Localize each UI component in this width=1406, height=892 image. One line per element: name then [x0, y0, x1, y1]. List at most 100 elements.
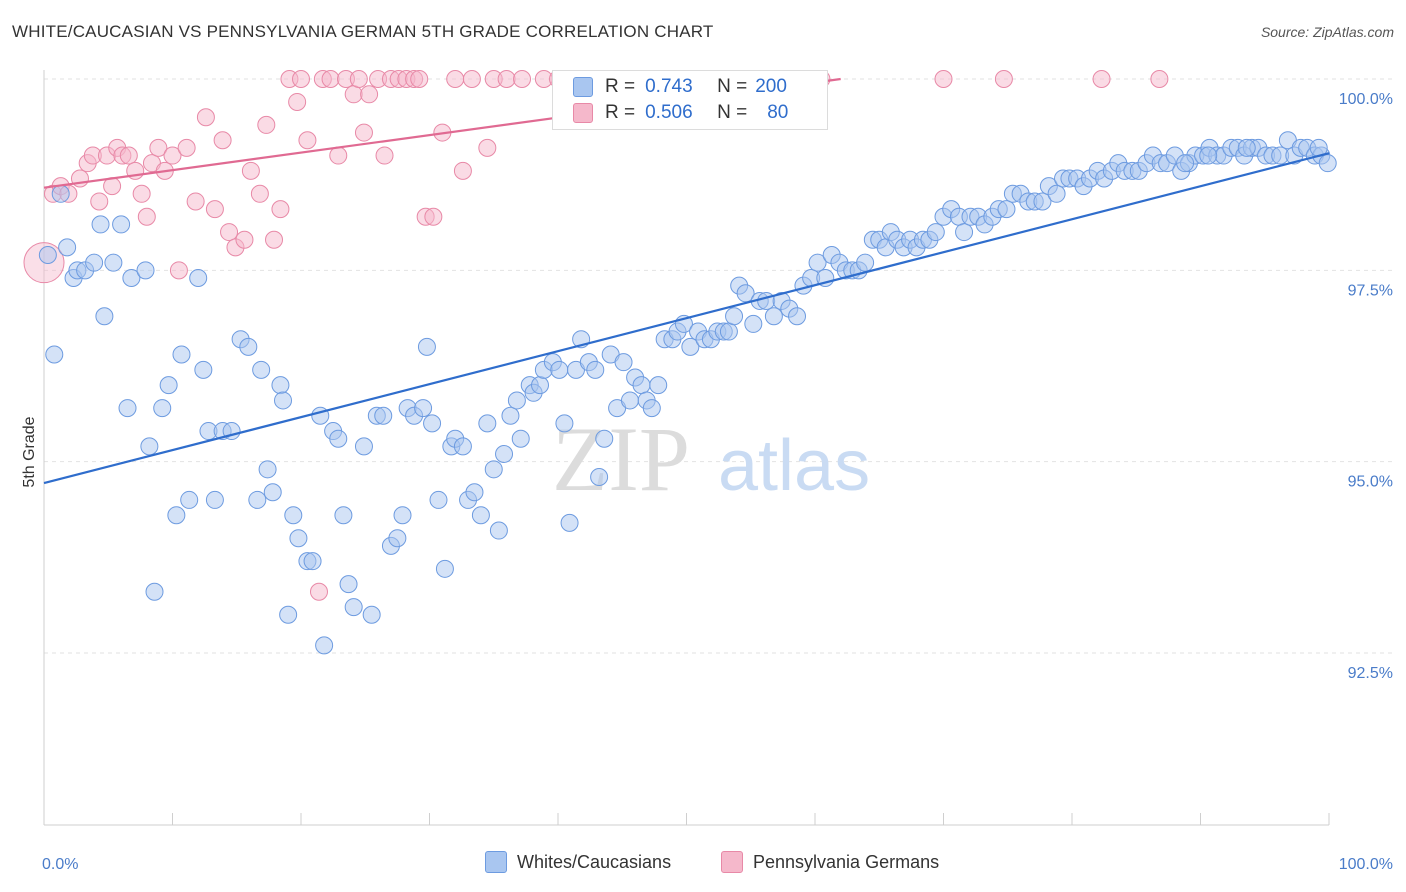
- whites-point-112: [744, 314, 763, 333]
- whites-point-59: [423, 414, 442, 433]
- whites-point-11: [112, 215, 131, 234]
- whites-point-10: [104, 253, 123, 272]
- pennsylvania-point-63: [513, 70, 532, 88]
- whites-point-80: [550, 360, 569, 379]
- whites-point-7: [85, 253, 104, 272]
- legend-label-whites: Whites/Caucasians: [517, 851, 672, 872]
- axes: [43, 70, 1330, 826]
- whites-point-97: [649, 376, 668, 395]
- pennsylvania-point-35: [288, 92, 307, 111]
- whites-point-36: [279, 605, 298, 624]
- legend-r-value: 0.506: [645, 102, 693, 123]
- whites-point-2: [51, 184, 70, 203]
- pennsylvania-point-29: [241, 161, 260, 180]
- source-label: Source: ZipAtlas.com: [1260, 24, 1394, 40]
- whites-point-87: [590, 467, 609, 486]
- whites-point-195: [1318, 154, 1337, 173]
- pennsylvania-point-24: [205, 200, 224, 219]
- whites-point-25: [205, 490, 224, 509]
- series-pennsylvania-germans: [23, 70, 1169, 601]
- whites-point-54: [393, 506, 412, 525]
- whites-point-92: [620, 391, 639, 410]
- whites-point-13: [122, 268, 141, 287]
- whites-point-197: [1176, 154, 1195, 173]
- pennsylvania-point-22: [186, 192, 205, 211]
- whites-point-60: [429, 490, 448, 509]
- whites-point-12: [118, 399, 137, 418]
- whites-point-9: [95, 307, 114, 326]
- pennsylvania-point-62: [497, 70, 516, 88]
- legend-row-pennsylvania: R = 0.506 N = 80: [573, 101, 788, 125]
- whites-point-23: [194, 360, 213, 379]
- whites-point-42: [315, 636, 334, 655]
- tick-labels: 92.5% 95.0% 97.5% 100.0% 0.0% 100.0%: [42, 91, 1393, 873]
- whites-point-111: [736, 284, 755, 303]
- correlation-legend: R = 0.743 N = 200 R = 0.506 N = 80: [552, 70, 828, 130]
- y-tick-label-2: 97.5%: [1348, 282, 1393, 299]
- whites-point-199: [1237, 138, 1256, 157]
- whites-point-47: [344, 598, 363, 617]
- pennsylvania-point-43: [344, 85, 363, 104]
- pennsylvania-point-19: [163, 146, 182, 165]
- legend-swatch-pennsylvania: [721, 851, 743, 873]
- pennsylvania-point-30: [250, 184, 269, 203]
- legend-item-pennsylvania[interactable]: Pennsylvania Germans: [721, 851, 939, 873]
- whites-point-35: [274, 391, 293, 410]
- whites-trend-line: [43, 152, 1330, 485]
- whites-point-88: [595, 429, 614, 448]
- whites-point-46: [339, 575, 358, 594]
- whites-point-14: [136, 261, 155, 280]
- legend-item-whites[interactable]: Whites/Caucasians: [485, 851, 671, 873]
- whites-point-21: [180, 490, 199, 509]
- y-axis-label: 5th Grade: [21, 416, 38, 487]
- whites-point-16: [145, 582, 164, 601]
- pennsylvania-point-40: [321, 70, 340, 88]
- whites-point-118: [788, 307, 807, 326]
- whites-point-68: [478, 414, 497, 433]
- legend-swatch-whites: [485, 851, 507, 873]
- legend-swatch-pennsylvania: [573, 103, 593, 123]
- y-tick-label-1: 95.0%: [1348, 474, 1393, 491]
- pennsylvania-point-58: [453, 161, 472, 180]
- pennsylvania-point-37: [298, 131, 317, 150]
- series-whites-caucasians: [38, 131, 1337, 655]
- pennsylvania-point-14: [132, 184, 151, 203]
- pennsylvania-point-28: [235, 230, 254, 249]
- whites-point-154: [1033, 192, 1052, 211]
- legend-r-value: 0.743: [645, 76, 693, 97]
- pennsylvania-point-78: [1092, 70, 1111, 88]
- pennsylvania-point-20: [169, 261, 188, 280]
- legend-r-label: R =: [605, 102, 636, 123]
- y-tick-label-0: 92.5%: [1348, 665, 1393, 682]
- pennsylvania-point-76: [934, 70, 953, 88]
- whites-point-108: [719, 322, 738, 341]
- whites-point-40: [303, 552, 322, 571]
- legend-n-value: 80: [767, 102, 789, 123]
- whites-point-1: [45, 345, 64, 364]
- whites-point-73: [507, 391, 526, 410]
- whites-point-58: [417, 337, 436, 356]
- whites-point-17: [153, 399, 172, 418]
- pennsylvania-point-25: [213, 131, 232, 150]
- whites-point-38: [289, 529, 308, 548]
- whites-point-49: [362, 605, 381, 624]
- pennsylvania-point-12: [119, 146, 138, 165]
- pennsylvania-point-46: [360, 85, 379, 104]
- whites-point-91: [614, 353, 633, 372]
- legend-n-value: 200: [755, 76, 787, 97]
- pennsylvania-point-60: [478, 138, 497, 157]
- whites-point-115: [764, 307, 783, 326]
- whites-point-139: [926, 223, 945, 242]
- pennsylvania-point-48: [375, 146, 394, 165]
- x-tick-label-0: 0.0%: [42, 856, 78, 873]
- pennsylvania-point-55: [424, 207, 443, 226]
- whites-point-86: [586, 360, 605, 379]
- pennsylvania-point-77: [994, 70, 1013, 88]
- pennsylvania-point-59: [462, 70, 481, 88]
- legend-n-label: N =: [717, 76, 748, 97]
- whites-point-72: [501, 406, 520, 425]
- legend-swatch-whites: [573, 77, 593, 97]
- watermark-atlas: atlas: [718, 426, 870, 506]
- pennsylvania-point-21: [177, 138, 196, 157]
- chart-title: WHITE/CAUCASIAN VS PENNSYLVANIA GERMAN 5…: [12, 22, 714, 41]
